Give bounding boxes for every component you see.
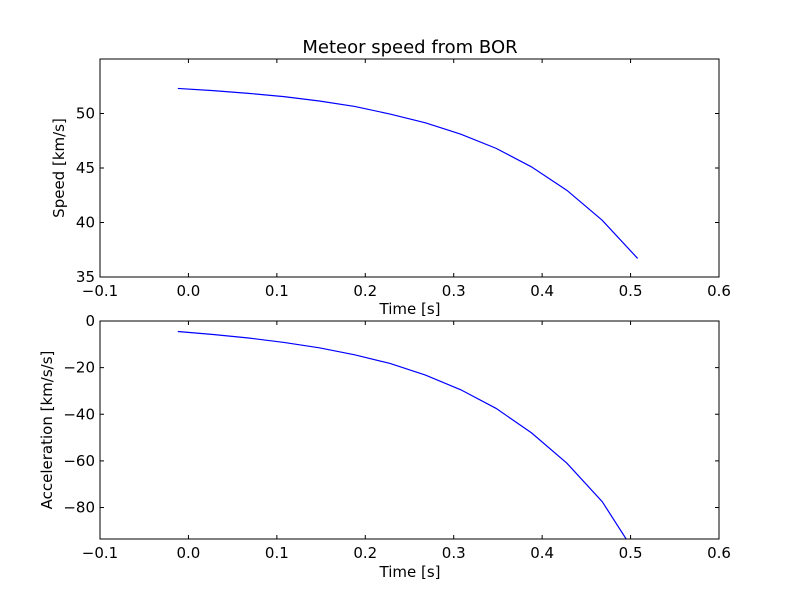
acceleration-x-tick-label: 0.6 xyxy=(707,544,731,562)
acceleration-y-tick-label: −80 xyxy=(63,499,95,517)
acceleration-x-axis-label: Time [s] xyxy=(379,563,441,581)
speed-y-tick-label: 45 xyxy=(76,159,95,177)
speed-x-tick-label: 0.5 xyxy=(619,282,643,300)
acceleration-x-tick-label: −0.1 xyxy=(82,544,118,562)
acceleration-x-tick-label: 0.1 xyxy=(265,544,289,562)
speed-x-tick-label: −0.1 xyxy=(82,282,118,300)
speed-x-tick-label: 0.0 xyxy=(176,282,200,300)
speed-x-axis-label: Time [s] xyxy=(379,300,441,318)
acceleration-series-layer xyxy=(177,330,627,539)
speed-x-tick-label: 0.1 xyxy=(265,282,289,300)
acceleration-ticks-layer: −0.1 0.0 0.1 0.2 0.3 0.4 0.5 0.6 0 −20 −40 −60 −80 xyxy=(63,312,731,562)
speed-x-tick-label: 0.2 xyxy=(353,282,377,300)
acceleration-y-tick-label: −40 xyxy=(63,405,95,423)
acceleration-y-tick-label: −60 xyxy=(63,452,95,470)
acceleration-series-line xyxy=(177,330,627,539)
speed-series-line xyxy=(177,87,639,259)
acceleration-y-tick-label: 0 xyxy=(85,312,95,330)
speed-series-layer xyxy=(177,87,639,259)
speed-x-tick-label: 0.6 xyxy=(707,282,731,300)
acceleration-axes-frame xyxy=(99,320,720,540)
speed-ticks-layer: −0.1 0.0 0.1 0.2 0.3 0.4 0.5 0.6 35 40 45 50 xyxy=(76,59,731,300)
acceleration-x-tick-label: 0.0 xyxy=(176,544,200,562)
speed-y-axis-label: Speed [km/s] xyxy=(50,118,68,218)
acceleration-x-tick-label: 0.5 xyxy=(619,544,643,562)
acceleration-x-tick-label: 0.3 xyxy=(442,544,466,562)
acceleration-x-tick-label: 0.2 xyxy=(353,544,377,562)
speed-y-tick-label: 40 xyxy=(76,214,95,232)
acceleration-x-tick-label: 0.4 xyxy=(530,544,554,562)
speed-chart: Meteor speed from BOR −0.1 0.0 0.1 0.2 0.3 0.… xyxy=(50,37,731,318)
speed-y-tick-label: 35 xyxy=(76,268,95,286)
acceleration-y-axis-label: Acceleration [km/s/s] xyxy=(38,351,56,510)
chart-title: Meteor speed from BOR xyxy=(302,37,517,58)
acceleration-y-tick-label: −20 xyxy=(63,359,95,377)
speed-x-tick-label: 0.4 xyxy=(530,282,554,300)
speed-y-tick-label: 50 xyxy=(76,105,95,123)
speed-x-tick-label: 0.3 xyxy=(442,282,466,300)
acceleration-chart: −0.1 0.0 0.1 0.2 0.3 0.4 0.5 0.6 0 −20 −40 −60 −80 T… xyxy=(38,312,731,581)
